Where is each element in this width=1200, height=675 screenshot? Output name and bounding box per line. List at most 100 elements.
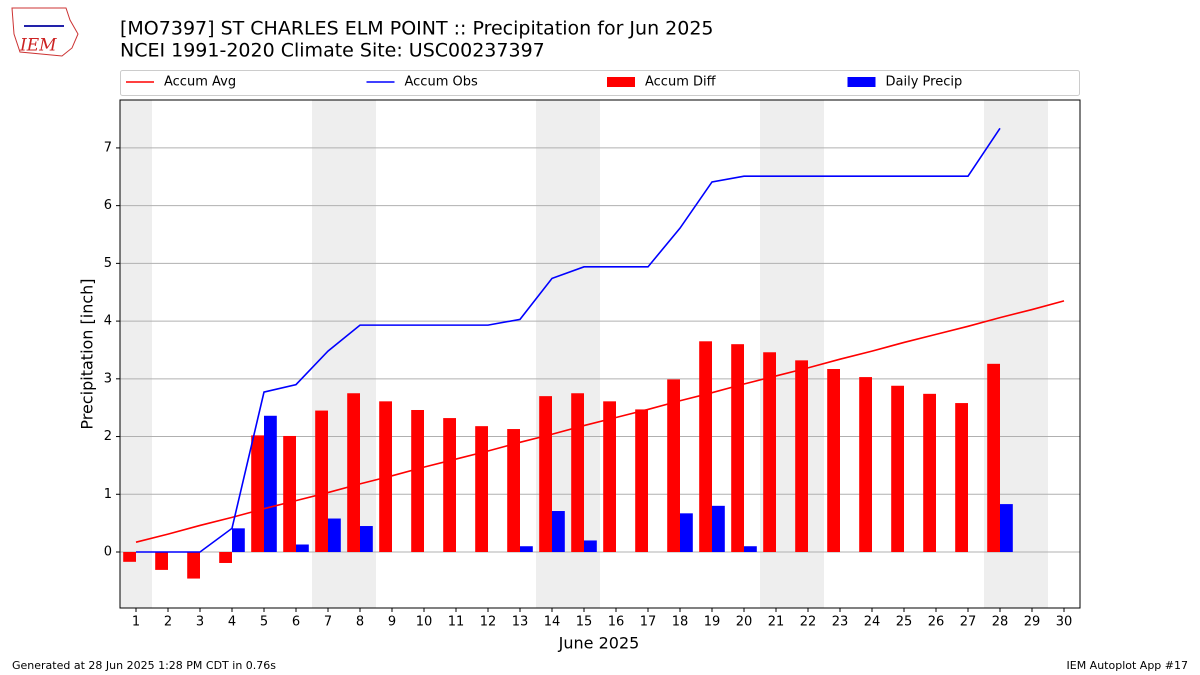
x-tick-label: 12	[480, 615, 497, 630]
bar	[955, 403, 968, 553]
x-tick-label: 14	[544, 615, 561, 630]
x-tick-label: 29	[1024, 615, 1041, 630]
x-tick-label: 3	[196, 615, 204, 630]
x-tick-label: 27	[960, 615, 977, 630]
x-tick-label: 18	[672, 615, 689, 630]
bar	[232, 528, 245, 553]
y-tick-label: 4	[104, 314, 112, 329]
x-tick-label: 21	[768, 615, 785, 630]
x-tick-label: 15	[576, 615, 593, 630]
x-axis-label: June 2025	[558, 634, 640, 653]
bar	[520, 546, 533, 553]
x-tick-label: 13	[512, 615, 529, 630]
x-tick-label: 7	[324, 615, 332, 630]
bar	[731, 344, 744, 553]
bar	[635, 409, 648, 553]
y-tick-label: 3	[104, 371, 112, 386]
x-tick-label: 24	[864, 615, 881, 630]
y-axis-label: Precipitation [inch]	[78, 278, 97, 429]
x-tick-label: 8	[356, 615, 364, 630]
y-tick-label: 1	[104, 487, 112, 502]
y-tick-label: 7	[104, 140, 112, 155]
bar	[744, 546, 757, 553]
bar	[475, 426, 488, 553]
bar	[1000, 504, 1013, 553]
bar	[827, 369, 840, 553]
x-tick-label: 16	[608, 615, 625, 630]
chart-subtitle: NCEI 1991-2020 Climate Site: USC00237397	[120, 40, 545, 62]
x-tick-label: 4	[228, 615, 236, 630]
legend-swatch	[607, 77, 635, 87]
legend-swatch	[847, 77, 876, 87]
bar	[315, 410, 328, 553]
x-tick-label: 22	[800, 615, 817, 630]
bar	[360, 526, 373, 553]
bar	[296, 544, 309, 553]
bar	[507, 429, 520, 553]
bar	[987, 363, 1000, 553]
bar	[347, 393, 360, 553]
x-tick-label: 28	[992, 615, 1009, 630]
chart-title: [MO7397] ST CHARLES ELM POINT :: Precipi…	[120, 18, 714, 40]
legend-label: Accum Obs	[405, 75, 478, 90]
x-tick-label: 5	[260, 615, 268, 630]
line	[136, 127, 1001, 553]
bar	[667, 379, 680, 553]
bar	[155, 552, 168, 570]
line	[135, 300, 1065, 543]
x-tick-label: 6	[292, 615, 300, 630]
legend-label: Accum Avg	[164, 75, 236, 90]
y-tick-label: 2	[104, 429, 112, 444]
legend-box	[120, 70, 1080, 96]
bar	[763, 352, 776, 553]
logo-text: IEM	[19, 36, 57, 56]
bar	[251, 435, 264, 553]
bar	[328, 518, 341, 553]
footer-right: IEM Autoplot App #17	[1067, 659, 1189, 672]
x-tick-label: 23	[832, 615, 849, 630]
bar	[571, 393, 584, 553]
y-tick-label: 6	[104, 198, 112, 213]
weekend-shade	[1016, 100, 1048, 608]
logo-outline	[11, 7, 79, 57]
plot-frame	[119, 99, 1081, 609]
bar	[443, 418, 456, 553]
x-tick-label: 17	[640, 615, 657, 630]
x-tick-label: 1	[132, 615, 140, 630]
x-tick-label: 20	[736, 615, 753, 630]
y-tick-label: 5	[104, 256, 112, 271]
x-tick-label: 19	[704, 615, 721, 630]
weekend-shade	[120, 100, 152, 608]
x-tick-label: 2	[164, 615, 172, 630]
bar	[923, 393, 936, 553]
x-tick-label: 11	[448, 615, 465, 630]
y-tick-label: 0	[104, 545, 112, 560]
bar	[603, 401, 616, 553]
legend-label: Daily Precip	[886, 75, 963, 90]
x-tick-label: 30	[1056, 615, 1073, 630]
bar	[712, 505, 725, 553]
bar	[219, 552, 232, 563]
x-tick-label: 10	[416, 615, 433, 630]
bar	[859, 377, 872, 553]
bar	[680, 513, 693, 553]
bar	[264, 415, 277, 553]
bar	[795, 360, 808, 553]
logo: IEM	[11, 7, 79, 57]
bar	[123, 552, 136, 562]
bar	[187, 552, 200, 579]
legend-label: Accum Diff	[645, 75, 717, 90]
bar	[411, 409, 424, 553]
x-tick-label: 9	[388, 615, 396, 630]
footer-left: Generated at 28 Jun 2025 1:28 PM CDT in …	[12, 659, 276, 672]
bar	[539, 396, 552, 553]
x-tick-label: 25	[896, 615, 913, 630]
bar	[584, 540, 597, 553]
bar	[283, 435, 296, 553]
x-tick-label: 26	[928, 615, 945, 630]
bar	[891, 385, 904, 553]
bar	[552, 511, 565, 553]
bar	[699, 341, 712, 553]
